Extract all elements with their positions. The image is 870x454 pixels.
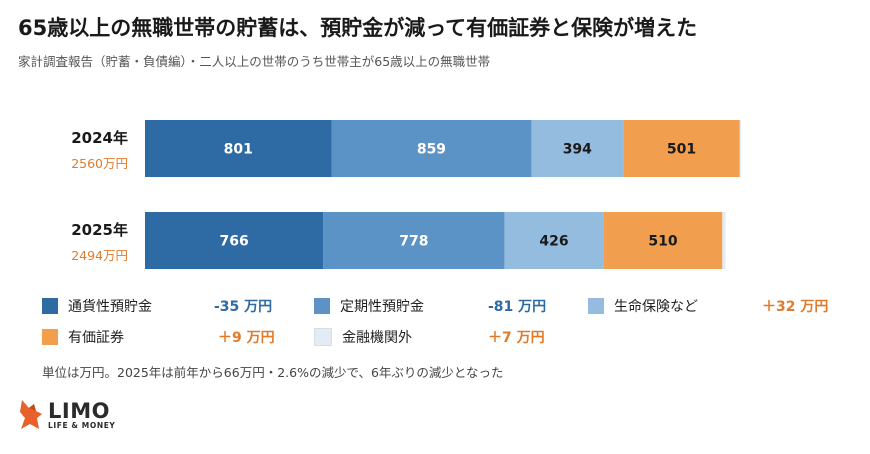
year-label: 2024年 [71, 129, 128, 147]
data-label: 778 [399, 234, 428, 250]
bar-segment [722, 212, 726, 269]
stacked-bar-chart: 2024年 2560万円 801 859 394 501 2025年 2494万円 766 778… [71, 120, 741, 269]
data-label: 766 [220, 234, 249, 250]
bar-segment [739, 120, 741, 177]
unit-note: 単位は万円。2025年は前年から66万円・2.6%の減少で、6年ぶりの減少となっ… [42, 365, 504, 380]
logo-name: LIMO [48, 398, 110, 423]
bar-segment [145, 120, 332, 177]
legend-label: 通貨性預貯金 [68, 299, 152, 315]
data-label: 426 [539, 234, 568, 250]
legend-label: 有価証券 [68, 330, 124, 346]
legend-item: 通貨性預貯金 [42, 296, 152, 316]
data-label: 501 [667, 142, 696, 158]
year-label: 2025年 [71, 221, 128, 239]
legend-change: -35 万円 [214, 299, 273, 315]
legend-item: 金融機関外 [314, 327, 412, 347]
total-label: 2494万円 [71, 248, 128, 263]
logo-tagline: LIFE & MONEY [48, 420, 116, 430]
data-label: 510 [648, 234, 677, 250]
legend-item: 有価証券 [42, 327, 124, 347]
legend-change: ＋9 万円 [218, 330, 275, 346]
legend-label: 金融機関外 [342, 330, 412, 346]
data-label: 801 [224, 142, 253, 158]
legend-item: 定期性預貯金 [314, 296, 424, 316]
legend-swatch [42, 329, 58, 345]
limo-logo: LIMO LIFE & MONEY [18, 398, 115, 432]
bar-segment [145, 212, 324, 269]
total-label: 2560万円 [71, 156, 128, 171]
chart-title: 65歳以上の無職世帯の貯蓄は、預貯金が減って有価証券と保険が増えた [18, 16, 698, 40]
legend-swatch [42, 298, 58, 314]
legend-change: -81 万円 [488, 299, 547, 315]
legend-label: 定期性預貯金 [340, 299, 424, 315]
legend-item: 生命保険など [588, 296, 698, 316]
data-label: 394 [563, 142, 592, 158]
legend-label: 生命保険など [614, 299, 698, 315]
bar-segment [331, 120, 532, 177]
bar-segment [531, 120, 624, 177]
chart-subtitle: 家計調査報告（貯蓄・負債編）・二人以上の世帯のうち世帯主が65歳以上の無職世帯 [18, 54, 491, 69]
bar-segment [323, 212, 505, 269]
bar-segment [623, 120, 740, 177]
bar-segment [504, 212, 604, 269]
data-label: 859 [417, 142, 446, 158]
legend-change: ＋32 万円 [762, 299, 829, 315]
legend-swatch [314, 328, 332, 346]
fox-icon [20, 400, 42, 429]
legend-change: ＋7 万円 [488, 330, 545, 346]
legend-swatch [588, 298, 604, 314]
bar-segment [603, 212, 723, 269]
legend-swatch [314, 298, 330, 314]
